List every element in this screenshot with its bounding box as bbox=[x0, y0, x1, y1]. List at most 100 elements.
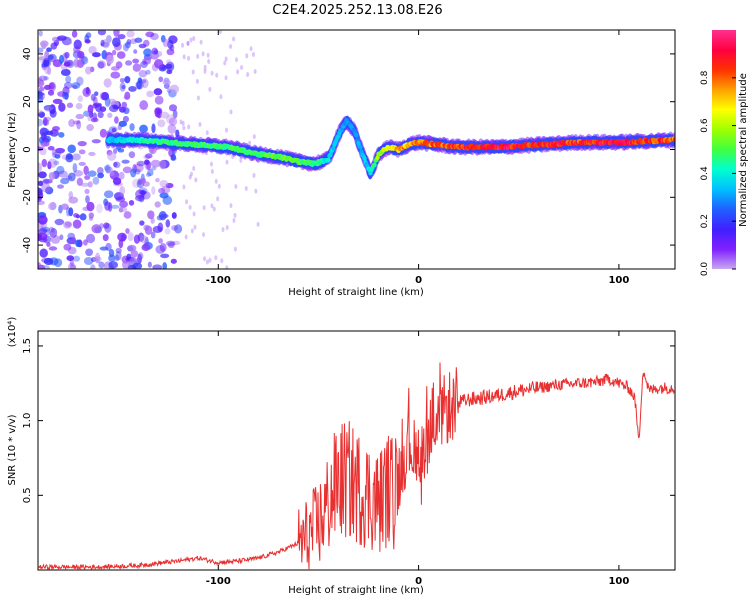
noise-speck bbox=[229, 203, 233, 209]
noise-blob bbox=[154, 95, 164, 105]
noise-speck bbox=[253, 68, 257, 74]
noise-blob bbox=[99, 128, 107, 138]
noise-blob bbox=[38, 233, 43, 242]
noise-blob bbox=[81, 56, 89, 65]
noise-blob bbox=[88, 212, 94, 219]
noise-blob bbox=[170, 155, 177, 162]
noise-blob bbox=[132, 178, 141, 188]
noise-blob bbox=[87, 170, 97, 177]
noise-blob bbox=[43, 76, 49, 81]
noise-blob bbox=[43, 58, 50, 67]
noise-blob bbox=[143, 48, 152, 57]
noise-blob bbox=[123, 211, 132, 219]
ridge-core bbox=[354, 133, 359, 138]
snr-series-line bbox=[38, 362, 675, 570]
noise-blob bbox=[47, 161, 52, 170]
noise-blob bbox=[159, 192, 169, 199]
noise-speck bbox=[186, 40, 190, 46]
noise-blob bbox=[114, 254, 120, 262]
noise-blob bbox=[118, 207, 124, 213]
noise-speck bbox=[251, 52, 255, 58]
noise-speck bbox=[182, 184, 186, 190]
noise-speck bbox=[207, 58, 211, 64]
noise-blob bbox=[77, 141, 87, 147]
noise-blob bbox=[107, 112, 113, 118]
noise-speck bbox=[195, 78, 199, 84]
noise-blob bbox=[87, 181, 93, 188]
noise-blob bbox=[38, 93, 44, 103]
noise-blob bbox=[80, 182, 90, 187]
noise-blob bbox=[47, 89, 55, 96]
noise-blob bbox=[41, 182, 51, 193]
colorbar-label: Normalized spectral amplitude bbox=[738, 73, 749, 227]
noise-speck bbox=[225, 225, 229, 231]
noise-speck bbox=[210, 203, 214, 209]
noise-blob bbox=[38, 76, 43, 85]
noise-blob bbox=[132, 58, 140, 64]
noise-speck bbox=[229, 44, 233, 50]
noise-speck bbox=[179, 119, 183, 125]
noise-blob bbox=[144, 159, 150, 165]
noise-blob bbox=[43, 116, 52, 122]
noise-speck bbox=[208, 86, 212, 92]
top-x-axis: -100 0 100 bbox=[206, 30, 629, 286]
bottom-x-axis-label: Height of straight line (km) bbox=[288, 585, 424, 596]
noise-blob bbox=[140, 177, 146, 184]
noise-blob bbox=[115, 247, 122, 254]
noise-blob bbox=[38, 75, 48, 82]
colorbar-tick-label: 0.0 bbox=[700, 262, 710, 277]
x-tick-label: 0 bbox=[415, 576, 422, 587]
noise-blob bbox=[165, 219, 171, 228]
ridge-core bbox=[326, 157, 331, 163]
noise-blob bbox=[147, 168, 154, 177]
noise-blob bbox=[115, 196, 126, 202]
noise-blob bbox=[138, 69, 148, 78]
y-tick-label: 40 bbox=[22, 48, 33, 61]
noise-blob bbox=[92, 176, 100, 185]
noise-blob bbox=[171, 225, 179, 231]
colorbar-gradient bbox=[712, 30, 736, 269]
noise-blob bbox=[125, 228, 130, 234]
noise-blob bbox=[60, 203, 69, 210]
noise-blob bbox=[90, 264, 96, 269]
noise-speck bbox=[187, 55, 191, 61]
noise-blob bbox=[98, 261, 105, 269]
noise-blob bbox=[97, 172, 105, 179]
noise-blob bbox=[67, 262, 76, 269]
noise-blob bbox=[113, 161, 118, 168]
noise-blob bbox=[103, 222, 110, 229]
noise-blob bbox=[38, 180, 44, 187]
noise-blob bbox=[146, 90, 155, 98]
noise-blob bbox=[38, 171, 47, 179]
noise-speck bbox=[209, 161, 213, 167]
noise-blob bbox=[64, 39, 72, 45]
noise-blob bbox=[125, 60, 133, 66]
noise-speck bbox=[214, 255, 218, 261]
noise-speck bbox=[182, 125, 186, 131]
noise-blob bbox=[121, 101, 128, 109]
noise-blob bbox=[40, 226, 51, 232]
noise-blob bbox=[63, 61, 71, 67]
noise-blob bbox=[99, 246, 109, 251]
noise-blob bbox=[139, 235, 149, 244]
noise-blob bbox=[162, 38, 169, 48]
noise-speck bbox=[225, 159, 229, 165]
noise-blob bbox=[77, 50, 85, 59]
x-tick-label: -100 bbox=[206, 275, 231, 286]
noise-speck bbox=[192, 211, 196, 217]
noise-blob bbox=[65, 75, 72, 84]
ridge-core bbox=[672, 137, 675, 142]
snr-panel: -100 0 100 0.5 1.0 1.5 Height of straight li… bbox=[7, 317, 676, 596]
noise-blob bbox=[76, 59, 85, 68]
noise-blob bbox=[118, 239, 124, 249]
noise-blob bbox=[150, 231, 156, 239]
noise-blob bbox=[68, 119, 76, 127]
noise-blob bbox=[79, 213, 87, 221]
noise-blob bbox=[162, 79, 171, 85]
noise-blob bbox=[119, 200, 128, 208]
noise-speck bbox=[252, 172, 256, 178]
noise-speck bbox=[248, 140, 252, 146]
noise-blob bbox=[103, 78, 112, 88]
noise-speck bbox=[232, 217, 236, 223]
noise-blob bbox=[170, 258, 177, 264]
